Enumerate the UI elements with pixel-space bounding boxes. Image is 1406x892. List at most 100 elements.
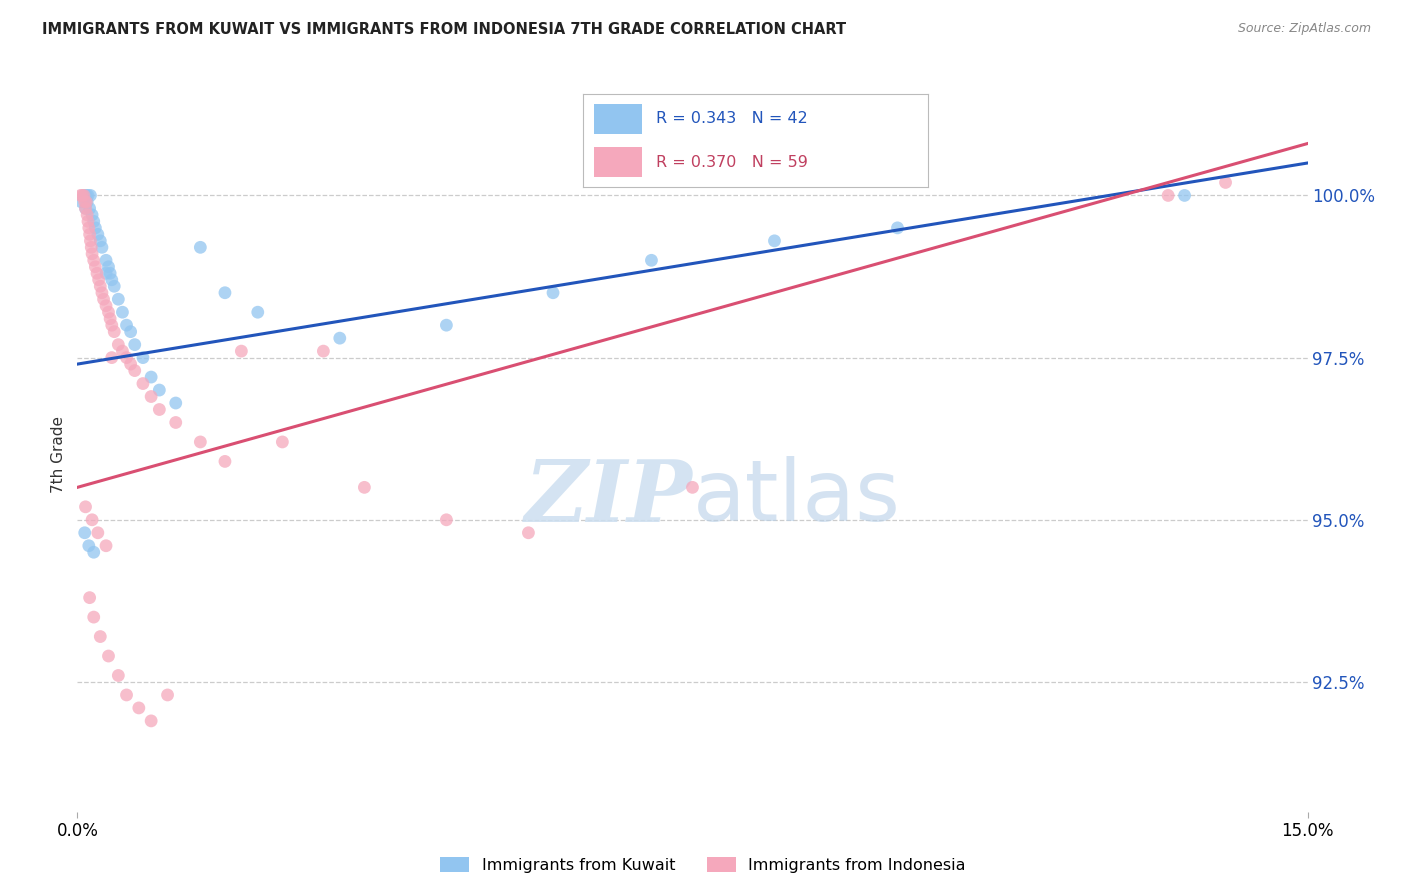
Point bbox=[83, 253, 105, 268]
Point bbox=[84, 260, 107, 274]
Point bbox=[1157, 188, 1180, 202]
Point bbox=[79, 591, 101, 605]
Point bbox=[73, 188, 96, 202]
Point bbox=[86, 266, 108, 280]
Point bbox=[89, 234, 111, 248]
Point bbox=[73, 188, 96, 202]
Point bbox=[132, 351, 155, 365]
Point bbox=[329, 331, 352, 345]
Point bbox=[115, 318, 138, 333]
Point bbox=[128, 701, 150, 715]
Point bbox=[271, 434, 294, 449]
Point bbox=[94, 266, 117, 280]
Point bbox=[83, 610, 105, 624]
Point bbox=[103, 325, 125, 339]
Point bbox=[436, 513, 458, 527]
Point bbox=[165, 396, 187, 410]
Text: atlas: atlas bbox=[693, 456, 900, 540]
Point bbox=[75, 202, 97, 216]
Point bbox=[188, 434, 212, 449]
Point bbox=[115, 688, 138, 702]
Point bbox=[156, 688, 179, 702]
Point bbox=[82, 247, 104, 261]
Point bbox=[141, 370, 163, 384]
Point bbox=[79, 202, 101, 216]
Point bbox=[87, 273, 110, 287]
Point bbox=[111, 305, 134, 319]
Point bbox=[541, 285, 564, 300]
Point bbox=[84, 220, 107, 235]
Point bbox=[73, 194, 96, 209]
Point bbox=[148, 402, 170, 417]
Point bbox=[73, 525, 96, 540]
Text: ZIP: ZIP bbox=[524, 456, 693, 540]
Point bbox=[77, 539, 100, 553]
Point bbox=[231, 344, 253, 359]
Bar bbox=[593, 104, 643, 134]
Point bbox=[77, 214, 100, 228]
Point bbox=[75, 194, 97, 209]
Point bbox=[101, 273, 124, 287]
Point bbox=[312, 344, 335, 359]
Point bbox=[101, 318, 124, 333]
Point bbox=[76, 194, 98, 209]
Point bbox=[132, 376, 155, 391]
Point bbox=[165, 416, 187, 430]
Point bbox=[124, 363, 146, 377]
Point bbox=[101, 351, 124, 365]
Point bbox=[80, 240, 103, 254]
Point bbox=[98, 266, 121, 280]
Text: R = 0.343   N = 42: R = 0.343 N = 42 bbox=[655, 112, 807, 127]
Y-axis label: 7th Grade: 7th Grade bbox=[51, 417, 66, 493]
Point bbox=[763, 234, 786, 248]
Point bbox=[103, 279, 125, 293]
Point bbox=[75, 202, 97, 216]
Point bbox=[148, 383, 170, 397]
Point bbox=[82, 208, 104, 222]
Point bbox=[97, 260, 120, 274]
Point bbox=[89, 630, 111, 644]
Point bbox=[141, 714, 163, 728]
Point bbox=[87, 227, 110, 242]
Point bbox=[214, 285, 236, 300]
Point bbox=[90, 240, 114, 254]
Point bbox=[94, 253, 117, 268]
Point bbox=[107, 292, 129, 306]
Point bbox=[1215, 176, 1237, 190]
Point bbox=[886, 220, 908, 235]
Point bbox=[682, 480, 704, 494]
Text: Source: ZipAtlas.com: Source: ZipAtlas.com bbox=[1237, 22, 1371, 36]
Text: IMMIGRANTS FROM KUWAIT VS IMMIGRANTS FROM INDONESIA 7TH GRADE CORRELATION CHART: IMMIGRANTS FROM KUWAIT VS IMMIGRANTS FRO… bbox=[42, 22, 846, 37]
Point bbox=[141, 390, 163, 404]
Legend: Immigrants from Kuwait, Immigrants from Indonesia: Immigrants from Kuwait, Immigrants from … bbox=[433, 851, 973, 880]
Point bbox=[79, 234, 101, 248]
Point bbox=[77, 188, 100, 202]
Text: R = 0.370   N = 59: R = 0.370 N = 59 bbox=[655, 154, 807, 169]
Bar bbox=[593, 147, 643, 177]
Point bbox=[353, 480, 375, 494]
Point bbox=[94, 299, 117, 313]
Point bbox=[82, 513, 104, 527]
Point bbox=[89, 279, 111, 293]
Point bbox=[214, 454, 236, 468]
Point bbox=[94, 539, 117, 553]
Point bbox=[83, 214, 105, 228]
Point bbox=[107, 337, 129, 351]
Point bbox=[115, 351, 138, 365]
Point bbox=[98, 311, 121, 326]
Point bbox=[75, 188, 97, 202]
Point bbox=[79, 188, 101, 202]
Point bbox=[93, 292, 115, 306]
Point bbox=[120, 357, 142, 371]
Point bbox=[436, 318, 458, 333]
Point bbox=[640, 253, 662, 268]
Point bbox=[120, 325, 142, 339]
Point bbox=[83, 545, 105, 559]
Point bbox=[69, 188, 91, 202]
Point bbox=[1174, 188, 1197, 202]
Point bbox=[76, 208, 98, 222]
Point bbox=[124, 337, 146, 351]
Point bbox=[70, 194, 93, 209]
Point bbox=[246, 305, 269, 319]
Point bbox=[77, 220, 100, 235]
